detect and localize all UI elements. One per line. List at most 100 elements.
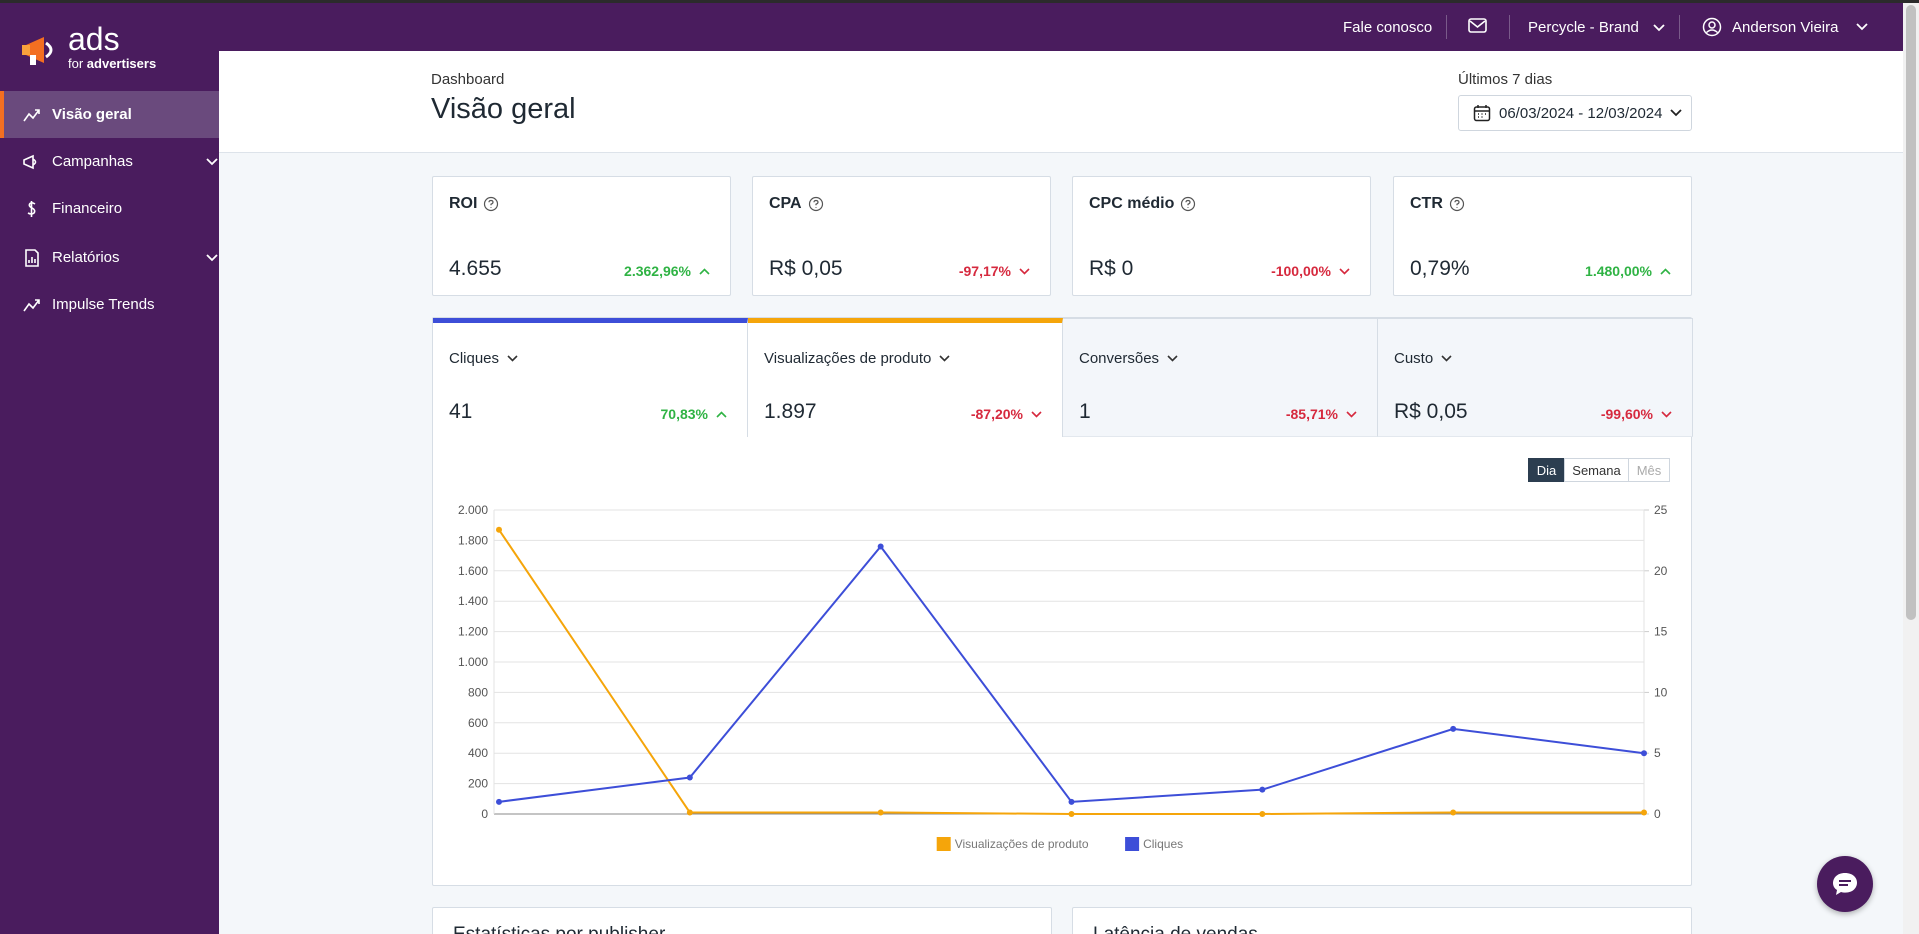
chevron <box>206 253 218 261</box>
chevron-down <box>507 355 518 362</box>
kpi-card: ROI 4.655 2.362,96% <box>432 176 731 296</box>
chat-button[interactable] <box>1817 856 1873 912</box>
metric-value: 1.897 <box>764 400 817 423</box>
help-mark <box>1454 199 1460 208</box>
menu-icon <box>23 108 40 121</box>
y-tick-label: 400 <box>468 746 488 760</box>
panel-title: Estatísticas por publisher <box>453 924 665 934</box>
help-icon <box>1181 196 1196 212</box>
data-point <box>686 809 693 816</box>
menu-item[interactable]: Relatórios <box>0 234 219 281</box>
help-icon <box>1449 196 1464 212</box>
menu-label: Financeiro <box>52 200 123 217</box>
chevron-down <box>939 355 950 362</box>
chevron-path <box>206 157 218 165</box>
series-line <box>498 544 1645 803</box>
toggle-button[interactable]: Mês <box>1628 458 1670 482</box>
icon-path <box>23 108 40 121</box>
scrollbar[interactable] <box>1903 3 1919 934</box>
user-menu[interactable]: Anderson Vieira <box>1702 17 1869 37</box>
help-circle <box>808 196 823 212</box>
data-point <box>1450 809 1457 816</box>
kpi-label: ROI <box>449 195 499 213</box>
account-select[interactable]: Percycle - Brand <box>1528 19 1665 36</box>
chevron-path <box>1346 410 1357 418</box>
y2-tick-label: 15 <box>1654 625 1668 639</box>
mail-icon[interactable] <box>1468 17 1488 35</box>
chevron-path <box>1441 355 1452 362</box>
menu-label: Impulse Trends <box>52 296 155 313</box>
legend-label: Visualizações de produto <box>955 837 1089 851</box>
kpi-value: R$ 0,05 <box>769 257 843 280</box>
metric-tab[interactable]: Custo R$ 0,05 -99,60% <box>1378 318 1693 437</box>
chat-icon <box>1833 873 1857 895</box>
latency-panel: Latência de vendas <box>1072 907 1692 934</box>
metric-change: -99,60% <box>1601 406 1672 422</box>
contact-link[interactable]: Fale conosco <box>1343 19 1433 36</box>
menu-item[interactable]: Financeiro <box>0 185 219 232</box>
toggle-button[interactable]: Dia <box>1528 458 1565 482</box>
menu-label: Relatórios <box>52 249 120 266</box>
kpi-label-text: ROI <box>449 195 478 212</box>
metric-change-text: -85,71% <box>1285 406 1338 422</box>
metric-change: -85,71% <box>1286 406 1357 422</box>
chevron-down <box>1441 355 1452 362</box>
kpi-label: CPC médio <box>1089 195 1196 213</box>
menu-item[interactable]: Campanhas <box>0 138 219 185</box>
data-point <box>686 774 693 781</box>
help-circle <box>1449 196 1464 212</box>
data-point <box>1068 798 1075 805</box>
kpi-card: CTR 0,79% 1.480,00% <box>1393 176 1692 296</box>
kpi-value: 0,79% <box>1410 257 1470 280</box>
metric-value: R$ 0,05 <box>1394 400 1468 423</box>
y-tick-label: 1.000 <box>458 655 488 669</box>
metric-tab[interactable]: Cliques 41 70,83% <box>433 318 748 437</box>
help-mark <box>488 199 495 208</box>
period-label: Últimos 7 dias <box>1458 71 1553 88</box>
data-point <box>877 543 884 550</box>
metrics-panel: Cliques 41 70,83% Visualizações de produto 1… <box>432 317 1693 886</box>
account-name: Percycle - Brand <box>1528 19 1639 36</box>
legend-swatch <box>1125 837 1140 851</box>
chevron-down <box>1019 267 1030 275</box>
chevron-path <box>1019 267 1030 275</box>
chevron-path <box>206 253 218 261</box>
chevron-path <box>716 410 727 418</box>
metric-tab[interactable]: Conversões 1 -85,71% <box>1063 318 1378 437</box>
kpi-label-text: CPA <box>769 195 802 212</box>
menu-icon <box>27 200 36 217</box>
y-tick-label: 1.600 <box>458 564 488 578</box>
top-bar: Fale conosco Percycle - Brand Anderson V… <box>219 3 1903 51</box>
chevron-path <box>507 355 518 362</box>
y-tick-label: 1.200 <box>458 625 488 639</box>
kpi-card: CPA R$ 0,05 -97,17% <box>752 176 1051 296</box>
chevron-up <box>716 410 727 418</box>
kpi-change-text: 1.480,00% <box>1585 263 1652 279</box>
kpi-label-text: CTR <box>1410 195 1443 212</box>
chevron <box>1670 109 1683 117</box>
metric-label-text: Conversões <box>1079 350 1160 367</box>
metric-tab[interactable]: Visualizações de produto 1.897 -87,20% <box>748 318 1063 437</box>
kpi-value: 4.655 <box>449 257 502 280</box>
data-point <box>496 526 502 533</box>
menu-item[interactable]: Impulse Trends <box>0 281 219 328</box>
chevron-down <box>1346 410 1357 418</box>
metric-change: 70,83% <box>661 406 727 422</box>
help-icon <box>484 196 499 212</box>
kpi-change-text: -100,00% <box>1271 263 1331 279</box>
metric-value: 41 <box>449 400 473 423</box>
toggle-button[interactable]: Semana <box>1564 458 1629 482</box>
data-point <box>1641 750 1647 757</box>
menu-item[interactable]: Visão geral <box>0 91 219 138</box>
chevron-down <box>1339 267 1350 275</box>
menu-label: Visão geral <box>52 106 132 123</box>
menu-icon <box>23 298 40 311</box>
metric-value: 1 <box>1079 400 1091 423</box>
kpi-value: R$ 0 <box>1089 257 1134 280</box>
date-range-picker[interactable]: 06/03/2024 - 12/03/2024 <box>1458 95 1692 131</box>
menu-icon <box>25 248 39 267</box>
metric-change-text: 70,83% <box>660 406 708 422</box>
calendar-icon <box>1473 105 1491 122</box>
date-range: 06/03/2024 - 12/03/2024 <box>1499 104 1663 122</box>
scroll-thumb[interactable] <box>1906 5 1916 620</box>
